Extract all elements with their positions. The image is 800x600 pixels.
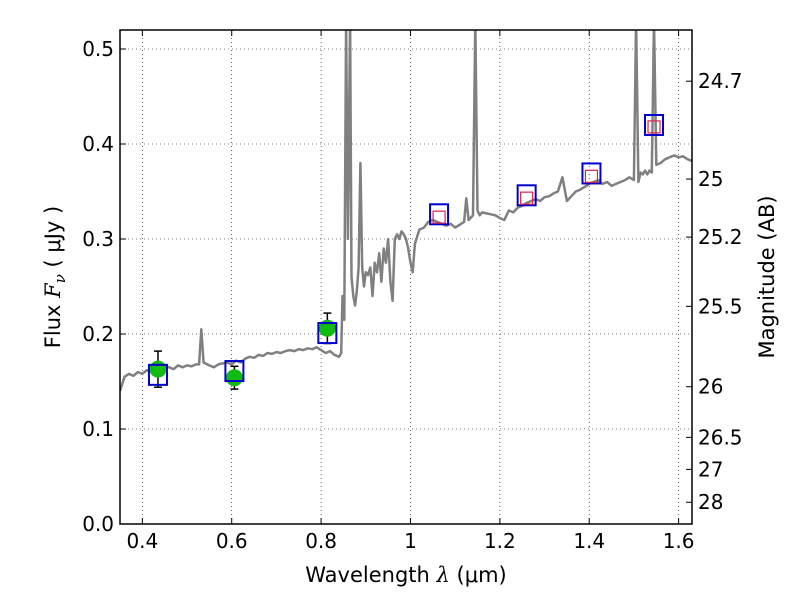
predicted-photometry-square [647, 120, 661, 134]
x-tick-label: 1.2 [484, 529, 516, 553]
model-photometry-square [644, 114, 665, 136]
observed-photometry-point [149, 360, 167, 378]
predicted-photometry-square [520, 191, 534, 205]
model-photometry-square [429, 203, 450, 226]
ticks: 0.4 0.6 0.8 1 1.2 1.4 1.6 0.0 0.1 0.2 0.3 0.4 0.5 24.… [82, 30, 743, 553]
model-photometry-square [516, 184, 537, 207]
model-photometry-square [224, 360, 245, 383]
y2-tick-label: 25 [698, 167, 723, 191]
y-tick-label: 0.2 [82, 322, 114, 346]
x-axis-label-unit: (μm) [457, 563, 507, 587]
y2-tick-label: 25.2 [698, 225, 743, 249]
y2-tick-label: 26.5 [698, 425, 743, 449]
y-tick-label: 0.5 [82, 37, 114, 61]
y-axis-label-subscript: ν [51, 274, 69, 283]
y-axis-label-text: Flux [41, 305, 65, 349]
plot-area [120, 30, 692, 392]
model-photometry-square [317, 322, 338, 345]
x-tick-label: 0.4 [126, 529, 158, 553]
y2-tick-label: 26 [698, 375, 723, 399]
y2-tick-label: 24.7 [698, 69, 743, 93]
plot-frame [119, 29, 693, 525]
model-photometry-square [147, 363, 168, 386]
y2-tick-label: 28 [698, 490, 723, 514]
predicted-photometry-square [432, 210, 446, 224]
spectrum-line [120, 30, 692, 392]
y-tick-label: 0.4 [82, 132, 114, 156]
x-axis-label-text: Wavelength [305, 563, 430, 587]
x-tick-label: 1 [404, 529, 417, 553]
x-tick-label: 0.6 [216, 529, 248, 553]
x-axis-label: Wavelength λ (μm) [305, 563, 506, 587]
y-tick-label: 0.3 [82, 227, 114, 251]
y2-tick-label: 27 [698, 457, 723, 481]
y-tick-label: 0.0 [82, 512, 114, 536]
x-axis-label-symbol: λ [436, 563, 450, 587]
y2-axis-label: Magnitude (AB) [755, 195, 779, 358]
model-photometry-square [581, 162, 602, 185]
y-axis-label-unit: ( μJy ) [41, 206, 65, 268]
y2-tick-label: 25.5 [698, 294, 743, 318]
y-axis-label: Flux Fν ( μJy ) [41, 206, 69, 348]
grid [120, 30, 692, 525]
x-tick-label: 1.4 [573, 529, 605, 553]
y-tick-label: 0.1 [82, 417, 114, 441]
y-axis-label-symbol: F [41, 282, 65, 299]
x-tick-label: 1.6 [663, 529, 695, 553]
predicted-photometry-square [584, 169, 599, 183]
x-tick-label: 0.8 [305, 529, 337, 553]
observed-photometry-point [225, 369, 243, 387]
